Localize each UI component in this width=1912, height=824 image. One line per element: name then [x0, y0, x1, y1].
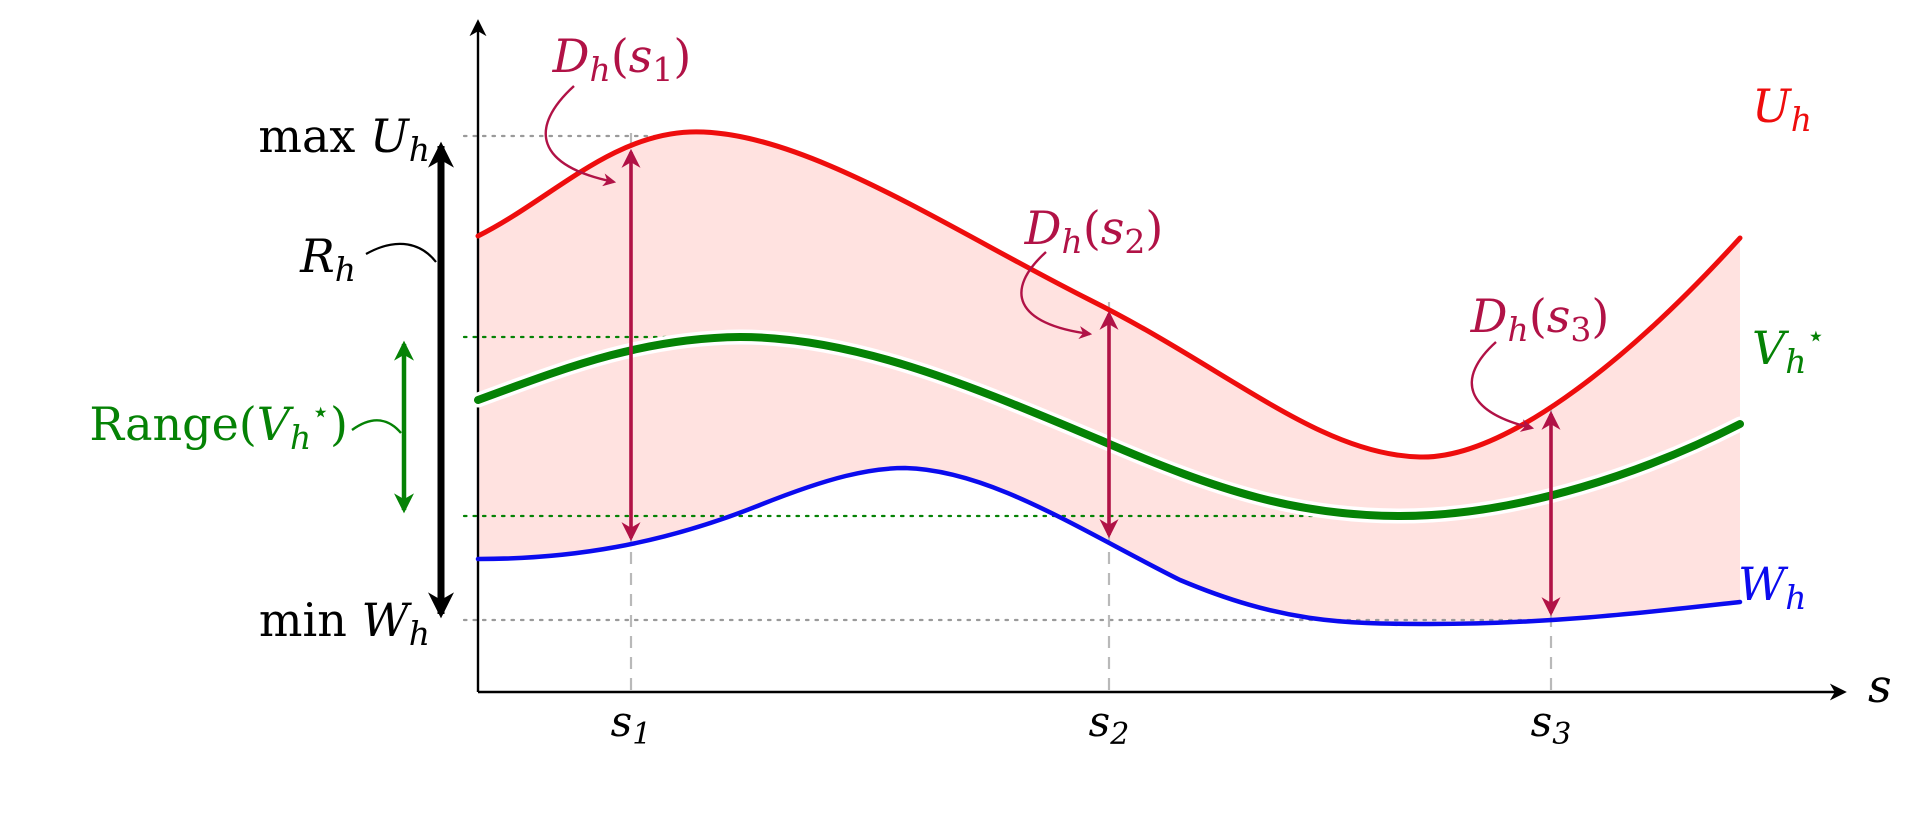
lower-bound-curve [475, 465, 1743, 627]
upper-bound-curve [475, 129, 1743, 460]
s1-tick-label: s1 [611, 697, 652, 752]
d1-leader-arrow [544, 85, 617, 187]
x-axis-label: s [1868, 659, 1892, 713]
s2-tick-label: s2 [1089, 697, 1130, 752]
d3-leader-arrow [1470, 341, 1535, 432]
r-h-label: Rh [299, 229, 356, 289]
range-v-leader-hook [351, 419, 402, 434]
u-h-curve-label: Uh [1752, 79, 1812, 139]
d2-label: Dh(s2) [1024, 201, 1164, 261]
v-h-star-curve-label: Vh⋆ [1752, 319, 1825, 381]
s3-tick-label: s3 [1531, 697, 1572, 752]
r-h-leader-hook [365, 242, 437, 263]
d2-leader-arrow [1020, 251, 1093, 340]
d3-label: Dh(s3) [1470, 289, 1610, 349]
max-u-label: max Uh [258, 109, 430, 169]
min-w-label: min Wh [259, 593, 430, 653]
range-v-label: Range(Vh⋆) [89, 395, 348, 457]
w-h-curve-label: Wh [1738, 557, 1807, 617]
d1-label: Dh(s1) [552, 29, 692, 89]
